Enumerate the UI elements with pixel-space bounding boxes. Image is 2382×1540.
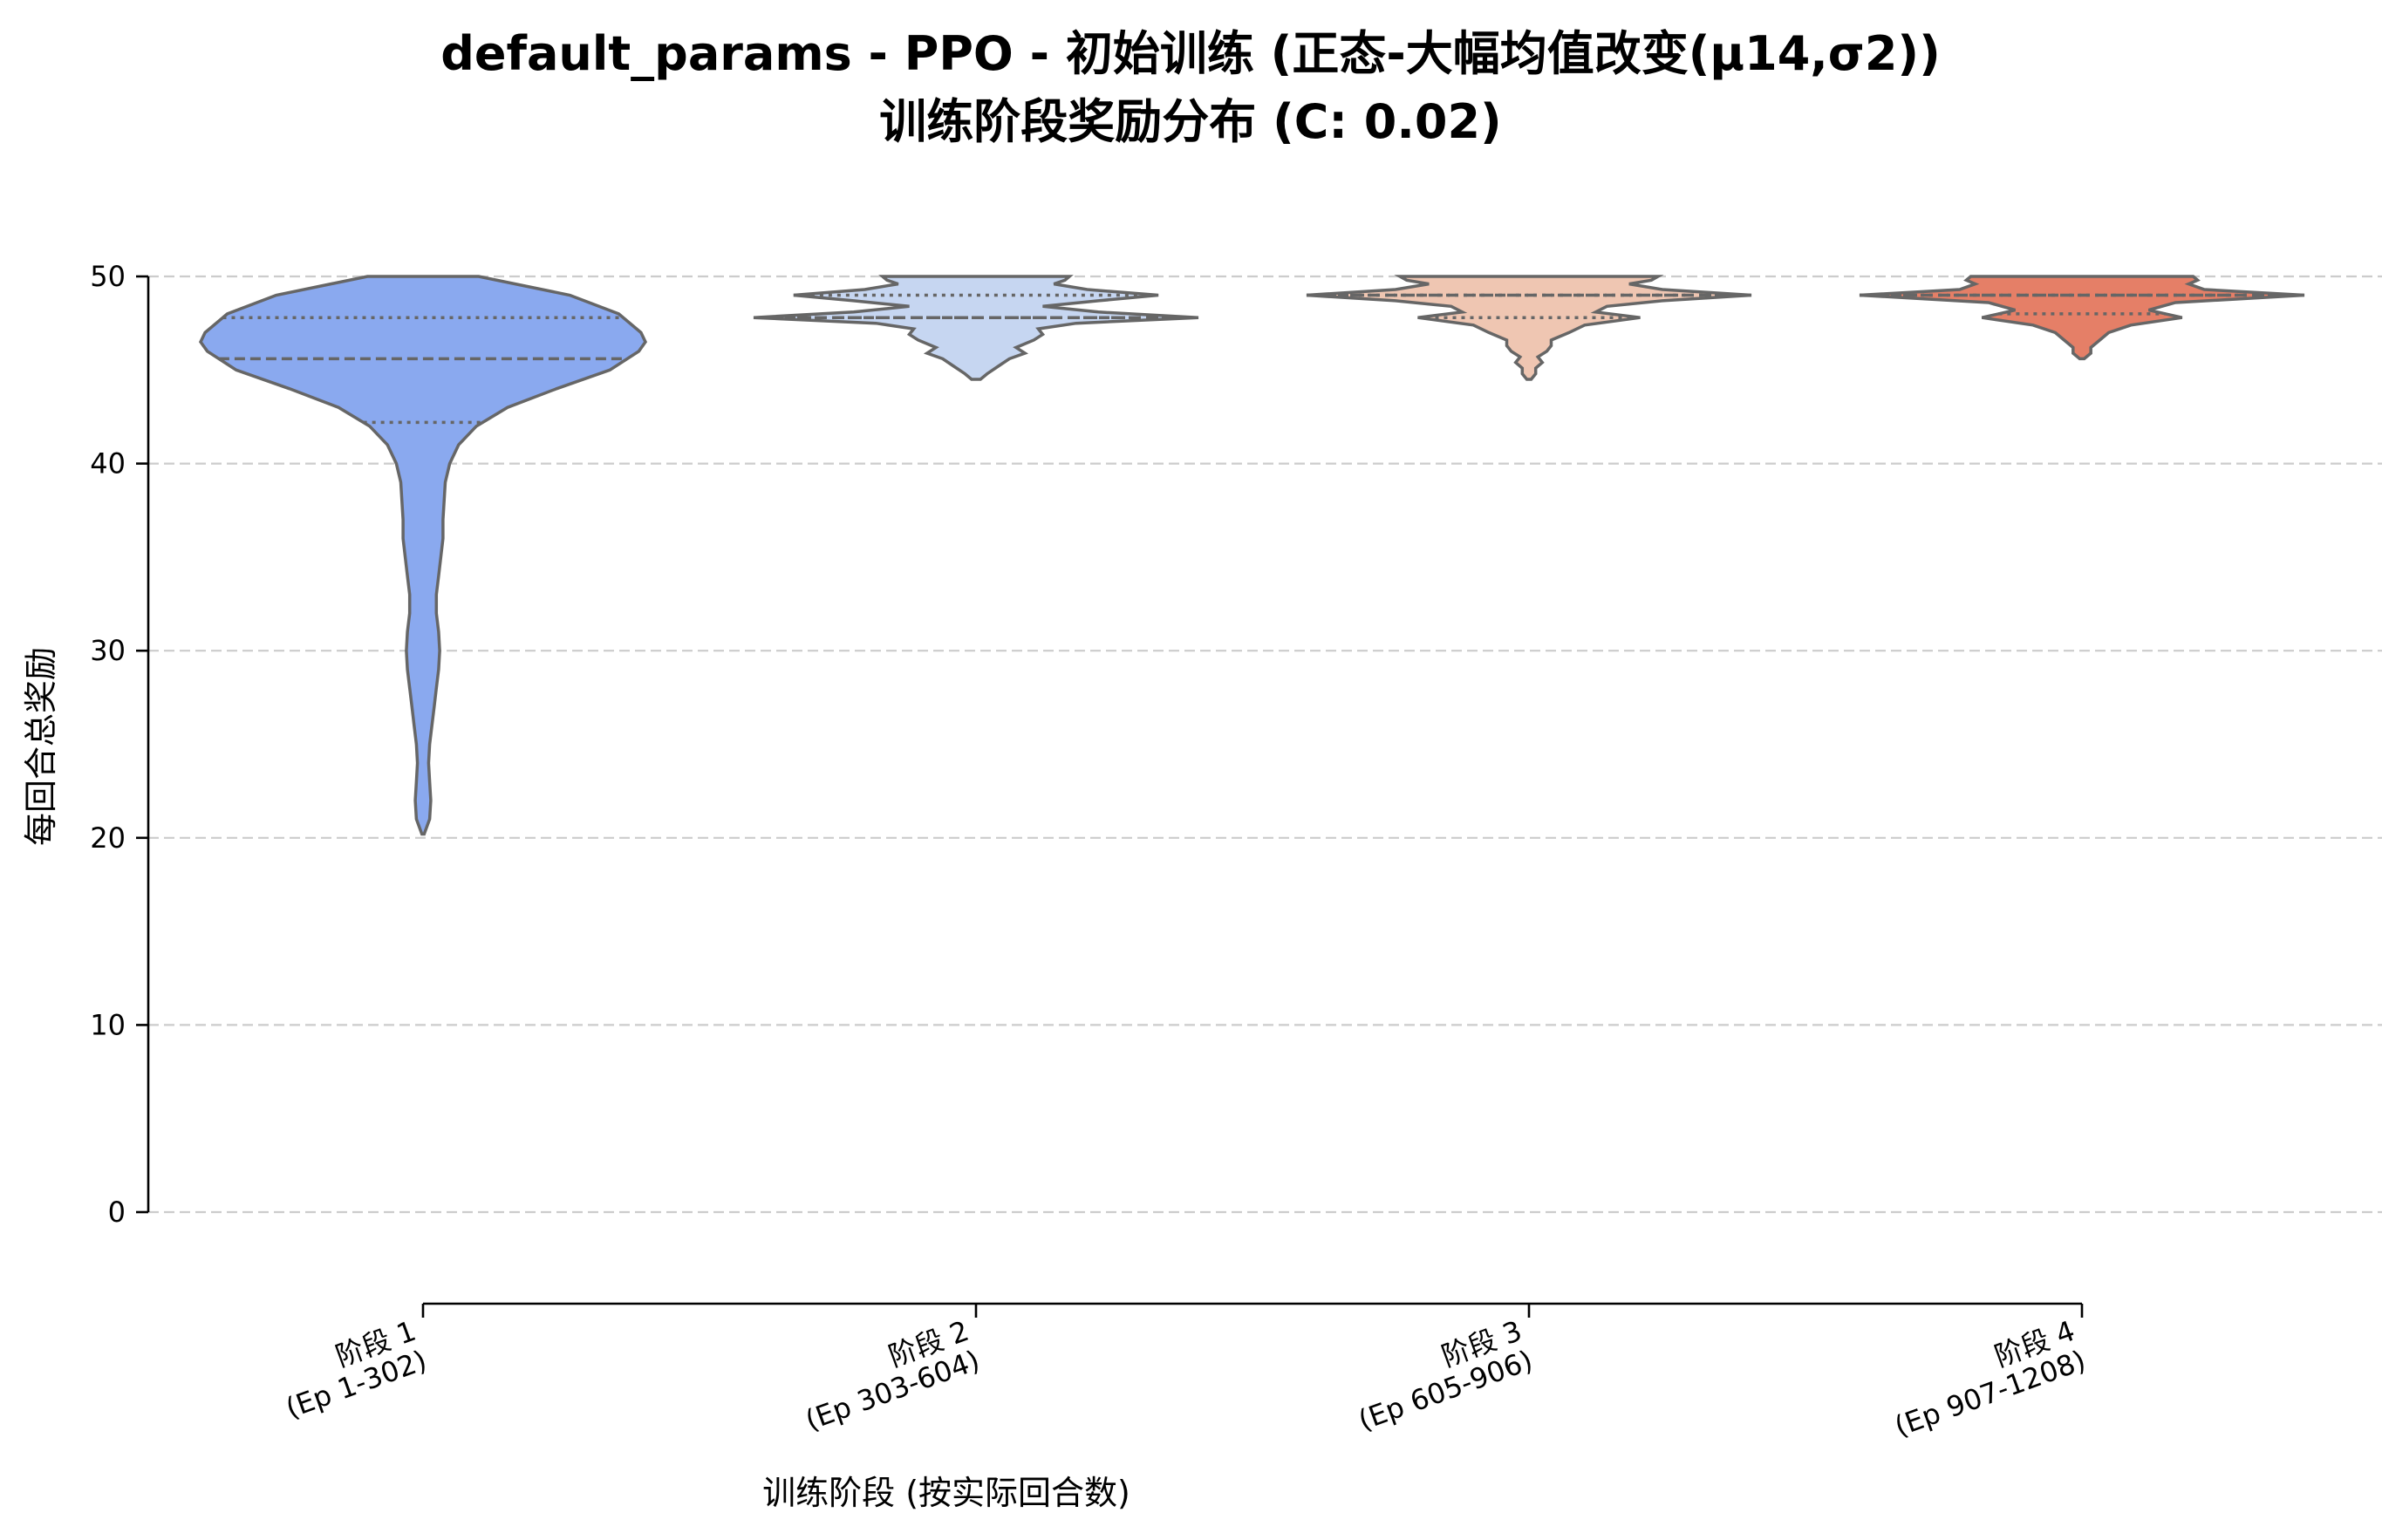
y-axis-label: 每回合总奖励 (22, 647, 60, 846)
violin-body (753, 275, 1199, 381)
violin-body (198, 275, 648, 836)
chart-subtitle: 训练阶段奖励分布 (C: 0.02) (879, 94, 1501, 149)
x-tick-label: 阶段 2(Ep 303-604) (801, 1314, 984, 1437)
violin-body (1306, 275, 1752, 381)
x-axis-label: 训练阶段 (按实际回合数) (762, 1474, 1130, 1512)
x-tick-label-episodes: (Ep 907-1208) (1890, 1344, 2090, 1443)
y-tick-label: 30 (90, 634, 126, 667)
y-tick-label: 40 (90, 447, 126, 480)
y-tick-label: 0 (108, 1196, 126, 1229)
x-tick-label: 阶段 3(Ep 605-906) (1354, 1314, 1537, 1437)
y-tick-label: 10 (90, 1008, 126, 1041)
violins (198, 275, 2305, 836)
x-tick-label: 阶段 4(Ep 907-1208) (1890, 1314, 2090, 1443)
violin-body (1859, 275, 2305, 361)
y-tick-label: 20 (90, 821, 126, 855)
x-tick-label: 阶段 1(Ep 1-302) (282, 1314, 431, 1425)
y-tick-label: 50 (90, 260, 126, 293)
chart-title: default_params - PPO - 初始训练 (正态-大幅均值改变(μ… (440, 26, 1941, 81)
